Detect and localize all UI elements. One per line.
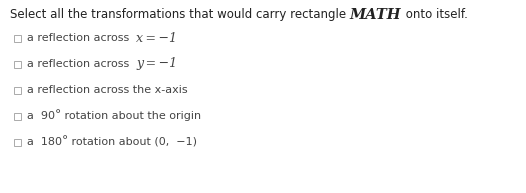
- FancyBboxPatch shape: [14, 35, 21, 42]
- Text: Select all the transformations that would carry rectangle: Select all the transformations that woul…: [10, 8, 350, 21]
- Text: rotation about (0,  −1): rotation about (0, −1): [68, 137, 197, 147]
- FancyBboxPatch shape: [14, 113, 21, 120]
- Text: y = −1: y = −1: [136, 58, 177, 70]
- Text: rotation about the origin: rotation about the origin: [61, 111, 201, 121]
- FancyBboxPatch shape: [14, 61, 21, 68]
- FancyBboxPatch shape: [14, 87, 21, 94]
- Text: °: °: [55, 109, 61, 123]
- Text: MATH: MATH: [350, 8, 401, 22]
- Text: x = −1: x = −1: [136, 31, 177, 45]
- Text: a reflection across: a reflection across: [27, 33, 136, 43]
- Text: a  180: a 180: [27, 137, 62, 147]
- Text: °: °: [62, 135, 68, 148]
- FancyBboxPatch shape: [14, 139, 21, 146]
- Text: onto itself.: onto itself.: [401, 8, 468, 21]
- Text: a  90: a 90: [27, 111, 55, 121]
- Text: a reflection across: a reflection across: [27, 59, 136, 69]
- Text: a reflection across the x-axis: a reflection across the x-axis: [27, 85, 188, 95]
